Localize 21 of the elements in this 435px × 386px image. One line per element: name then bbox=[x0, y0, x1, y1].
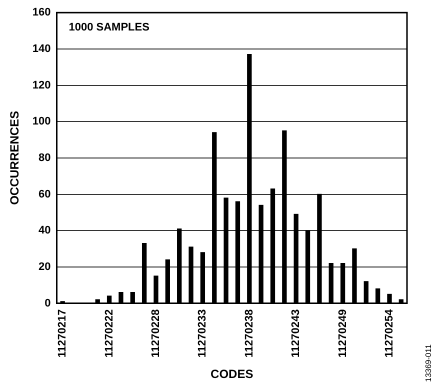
x-tick-label: 11270249 bbox=[336, 309, 349, 358]
y-tick-label: 120 bbox=[32, 79, 51, 92]
y-tick-label: 20 bbox=[38, 260, 51, 273]
y-tick-label: 40 bbox=[38, 224, 51, 237]
text: 13369-011 bbox=[424, 344, 434, 382]
y-tick-label: 160 bbox=[32, 6, 51, 19]
y-tick-label: 60 bbox=[38, 188, 51, 200]
annotation: 1000 SAMPLES bbox=[68, 22, 150, 34]
x-axis-title: CODES bbox=[210, 367, 254, 382]
y-tick-label: 80 bbox=[38, 152, 51, 164]
y-tick-label: 140 bbox=[32, 42, 51, 55]
x-tick-label: 11270217 bbox=[56, 309, 69, 358]
x-tick-label: 11270233 bbox=[196, 309, 209, 358]
x-tick-label: 11270238 bbox=[243, 309, 256, 358]
x-tick-label: 11270228 bbox=[150, 309, 162, 358]
x-tick-label: 11270222 bbox=[103, 309, 116, 358]
x-tick-label: 11270254 bbox=[384, 308, 396, 358]
x-tick-label: 11270243 bbox=[290, 309, 302, 358]
y-axis-title: OCCURRENCES bbox=[8, 110, 22, 205]
y-tick-label: 0 bbox=[44, 297, 51, 310]
y-tick-label: 100 bbox=[32, 116, 51, 128]
